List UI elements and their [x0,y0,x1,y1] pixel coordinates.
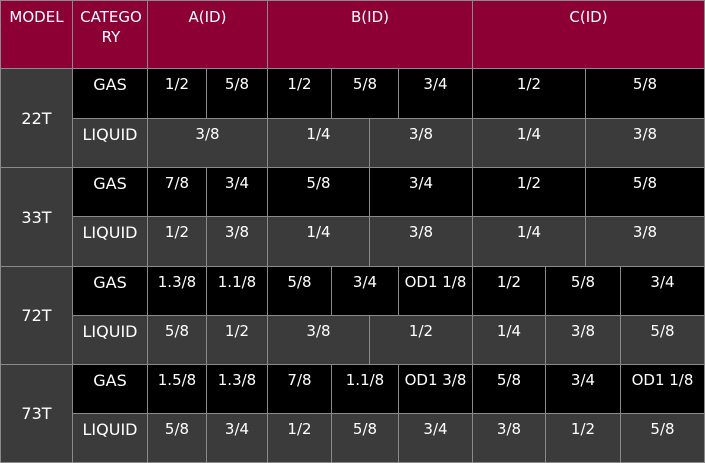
size-cell: 1.1/8 [331,364,399,414]
size-cell: 1/2 [267,68,332,119]
size-cell: 3/8 [585,118,705,168]
size-cell: 7/8 [267,364,332,414]
category-label: LIQUID [72,118,148,168]
size-cell: 5/8 [206,68,268,119]
size-cell: 3/4 [206,167,268,217]
model-cell: 72T [0,266,73,365]
size-cell: 3/8 [472,413,546,463]
size-cell: 1/4 [472,315,546,365]
size-cell: 1/2 [472,266,546,316]
size-cell: 3/4 [398,413,473,463]
header-cell: MODEL [0,0,73,69]
size-cell: 1/2 [472,167,586,217]
size-cell: OD1 1/8 [620,364,705,414]
size-cell: 5/8 [267,266,332,316]
size-cell: 5/8 [267,167,370,217]
category-label: LIQUID [72,315,148,365]
size-cell: 3/8 [206,216,268,267]
size-cell: 1.5/8 [147,364,207,414]
size-cell: OD1 3/8 [398,364,473,414]
size-cell: 3/8 [369,216,473,267]
size-cell: 1/2 [206,315,268,365]
size-cell: 5/8 [620,315,705,365]
size-cell: 7/8 [147,167,207,217]
size-cell: 5/8 [331,413,399,463]
size-cell: 5/8 [620,413,705,463]
size-cell: 1.3/8 [206,364,268,414]
model-cell: 33T [0,167,73,267]
size-cell: 3/4 [369,167,473,217]
model-cell: 22T [0,68,73,168]
model-cell: 73T [0,364,73,463]
size-cell: 1/2 [369,315,473,365]
size-cell: 5/8 [147,413,207,463]
size-cell: 3/8 [585,216,705,267]
size-cell: 3/4 [206,413,268,463]
header-cell: A(ID) [147,0,268,69]
size-cell: 3/4 [545,364,621,414]
size-cell: 3/4 [620,266,705,316]
size-cell: 5/8 [331,68,399,119]
size-cell: 1/4 [472,216,586,267]
category-label: GAS [72,167,148,217]
size-cell: 3/8 [147,118,268,168]
category-label: GAS [72,364,148,414]
header-cell: B(ID) [267,0,473,69]
size-cell: 5/8 [545,266,621,316]
size-cell: 5/8 [585,68,705,119]
category-label: GAS [72,68,148,119]
size-cell: 1.1/8 [206,266,268,316]
size-cell: 1/4 [267,118,370,168]
size-cell: 1/2 [267,413,332,463]
size-cell: 1/4 [267,216,370,267]
size-cell: OD1 1/8 [398,266,473,316]
size-cell: 1/2 [147,68,207,119]
size-cell: 3/4 [331,266,399,316]
size-cell: 3/8 [267,315,370,365]
header-cell: CATEGORY [72,0,148,69]
size-cell: 3/8 [369,118,473,168]
size-cell: 1/2 [147,216,207,267]
category-label: LIQUID [72,216,148,267]
size-cell: 1/2 [472,68,586,119]
category-label: GAS [72,266,148,316]
size-cell: 1.3/8 [147,266,207,316]
size-cell: 1/4 [472,118,586,168]
size-cell: 5/8 [147,315,207,365]
size-cell: 5/8 [472,364,546,414]
size-cell: 3/4 [398,68,473,119]
size-cell: 5/8 [585,167,705,217]
header-cell: C(ID) [472,0,705,69]
size-cell: 1/2 [545,413,621,463]
size-cell: 3/8 [545,315,621,365]
category-label: LIQUID [72,413,148,463]
